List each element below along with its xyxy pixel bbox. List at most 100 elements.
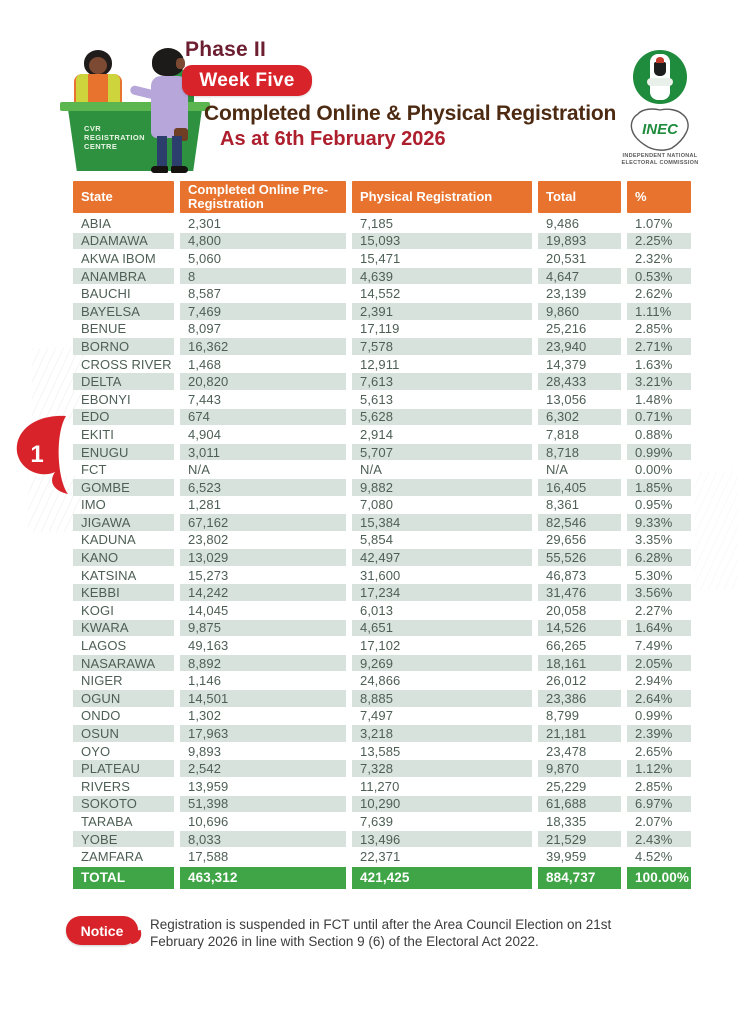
table-row: YOBE 8,033 13,496 21,529 2.43% <box>73 830 693 848</box>
cell-state: ENUGU <box>73 443 174 461</box>
cell-total: 9,860 <box>538 302 621 320</box>
cell-percent: 2.94% <box>635 673 673 689</box>
svg-text:INEC: INEC <box>642 121 679 138</box>
cell-percent: 1.48% <box>635 391 673 407</box>
cell-percent: 2.39% <box>627 725 691 742</box>
table-row: BENUE 8,097 17,119 25,216 2.85% <box>73 321 693 338</box>
cell-state: IMO <box>81 497 106 513</box>
table-total-row: TOTAL 463,312 421,425 884,737 100.00% <box>73 866 693 889</box>
cell-percent: 2.65% <box>635 743 673 759</box>
cell-percent: 1.07% <box>635 215 673 231</box>
cell-total: 7,818 <box>546 426 580 442</box>
cell-physical: 6,013 <box>360 602 394 618</box>
cell-percent: 1.12% <box>627 760 691 777</box>
cell-state: JIGAWA <box>73 514 174 531</box>
cell-total: 46,873 <box>546 567 587 583</box>
cell-total: 82,546 <box>538 514 621 531</box>
cell-online: 1,281 <box>188 497 222 513</box>
cell-total: 8,718 <box>538 443 621 461</box>
cell-state: LAGOS <box>81 638 127 654</box>
table-row: KADUNA 23,802 5,854 29,656 3.35% <box>73 532 693 549</box>
table-row: LAGOS 49,163 17,102 66,265 7.49% <box>73 637 693 654</box>
cell-state: BAUCHI <box>81 286 131 302</box>
cell-total: 25,216 <box>546 321 587 337</box>
table-row: CROSS RIVER 1,468 12,911 14,379 1.63% <box>73 356 693 373</box>
cell-percent: 1.11% <box>627 302 691 320</box>
cell-online: 2,301 <box>188 215 222 231</box>
cell-state: KEBBI <box>73 584 174 602</box>
table-row: ENUGU 3,011 5,707 8,718 0.99% <box>73 443 693 461</box>
cell-state: TARABA <box>81 813 133 829</box>
cell-total: 20,058 <box>546 602 587 618</box>
cell-online: 9,893 <box>188 743 222 759</box>
cell-online: 8,033 <box>180 830 346 848</box>
cell-percent: 4.52% <box>635 849 673 865</box>
cell-online: 4,800 <box>180 232 346 250</box>
cell-state: AKWA IBOM <box>81 250 156 266</box>
table-row: NASARAWA 8,892 9,269 18,161 2.05% <box>73 654 693 672</box>
cell-state: GOMBE <box>73 478 174 496</box>
table-row: NIGER 1,146 24,866 26,012 2.94% <box>73 672 693 689</box>
cell-online: 1,302 <box>188 708 222 724</box>
cell-percent: 2.07% <box>635 813 673 829</box>
cell-percent: 2.43% <box>627 830 691 848</box>
cell-total: 55,526 <box>538 549 621 566</box>
cell-percent: 3.35% <box>635 532 673 548</box>
cell-total: 14,379 <box>546 356 587 372</box>
cell-physical: 7,185 <box>360 215 394 231</box>
logo-caption: INDEPENDENT NATIONAL ELECTORAL COMMISSIO… <box>621 153 699 166</box>
cell-percent: 6.97% <box>627 795 691 813</box>
cell-physical: N/A <box>360 462 382 478</box>
cell-online: 16,362 <box>180 338 346 355</box>
cell-percent: 0.99% <box>635 708 673 724</box>
cell-state: ONDO <box>81 708 121 724</box>
cell-total: 23,478 <box>546 743 587 759</box>
cell-physical: 5,707 <box>352 443 532 461</box>
cell-percent: 100.00% <box>627 866 691 889</box>
table-row: JIGAWA 67,162 15,384 82,546 9.33% <box>73 514 693 531</box>
cell-total: 4,647 <box>538 267 621 285</box>
column-header-percent: % <box>627 181 691 213</box>
cell-state: BAYELSA <box>73 302 174 320</box>
cell-total: 14,526 <box>538 619 621 637</box>
cell-online: 6,523 <box>180 478 346 496</box>
cell-percent: 0.00% <box>635 462 673 478</box>
cell-physical: 12,911 <box>360 356 400 372</box>
cell-percent: 1.85% <box>627 478 691 496</box>
notice-text: Registration is suspended in FCT until a… <box>150 917 612 949</box>
cell-total: 9,486 <box>546 215 580 231</box>
table-row: ONDO 1,302 7,497 8,799 0.99% <box>73 708 693 725</box>
table-row: AKWA IBOM 5,060 15,471 20,531 2.32% <box>73 250 693 267</box>
cell-state: OSUN <box>73 725 174 742</box>
phase-label: Phase II <box>185 38 266 61</box>
cell-physical: 22,371 <box>360 849 401 865</box>
cell-online: 7,443 <box>188 391 222 407</box>
cell-state: CROSS RIVER <box>81 356 172 372</box>
cell-percent: 9.33% <box>627 514 691 531</box>
cell-physical: 31,600 <box>360 567 401 583</box>
cell-total: N/A <box>546 462 568 478</box>
cell-percent: 0.88% <box>635 426 673 442</box>
cell-state: TOTAL <box>73 866 174 889</box>
cell-percent: 1.63% <box>635 356 673 372</box>
cell-physical: 7,639 <box>360 813 394 829</box>
cell-state: ANAMBRA <box>73 267 174 285</box>
cell-total: 8,799 <box>546 708 580 724</box>
cell-percent: 1.64% <box>627 619 691 637</box>
cell-physical: 2,914 <box>360 426 394 442</box>
cell-online: 9,875 <box>180 619 346 637</box>
cell-online: 14,501 <box>180 690 346 707</box>
cell-physical: 8,885 <box>352 690 532 707</box>
cell-physical: 4,639 <box>352 267 532 285</box>
cell-state: NASARAWA <box>73 654 174 672</box>
cell-online: 23,802 <box>188 532 229 548</box>
cell-total: 29,656 <box>546 532 587 548</box>
cell-percent: 5.30% <box>635 567 673 583</box>
cell-state: EBONYI <box>81 391 131 407</box>
cell-percent: 2.71% <box>627 338 691 355</box>
cell-physical: 10,290 <box>352 795 532 813</box>
cell-state: OGUN <box>73 690 174 707</box>
cell-state: KADUNA <box>81 532 136 548</box>
cell-percent: 2.05% <box>627 654 691 672</box>
cell-total: 18,161 <box>538 654 621 672</box>
